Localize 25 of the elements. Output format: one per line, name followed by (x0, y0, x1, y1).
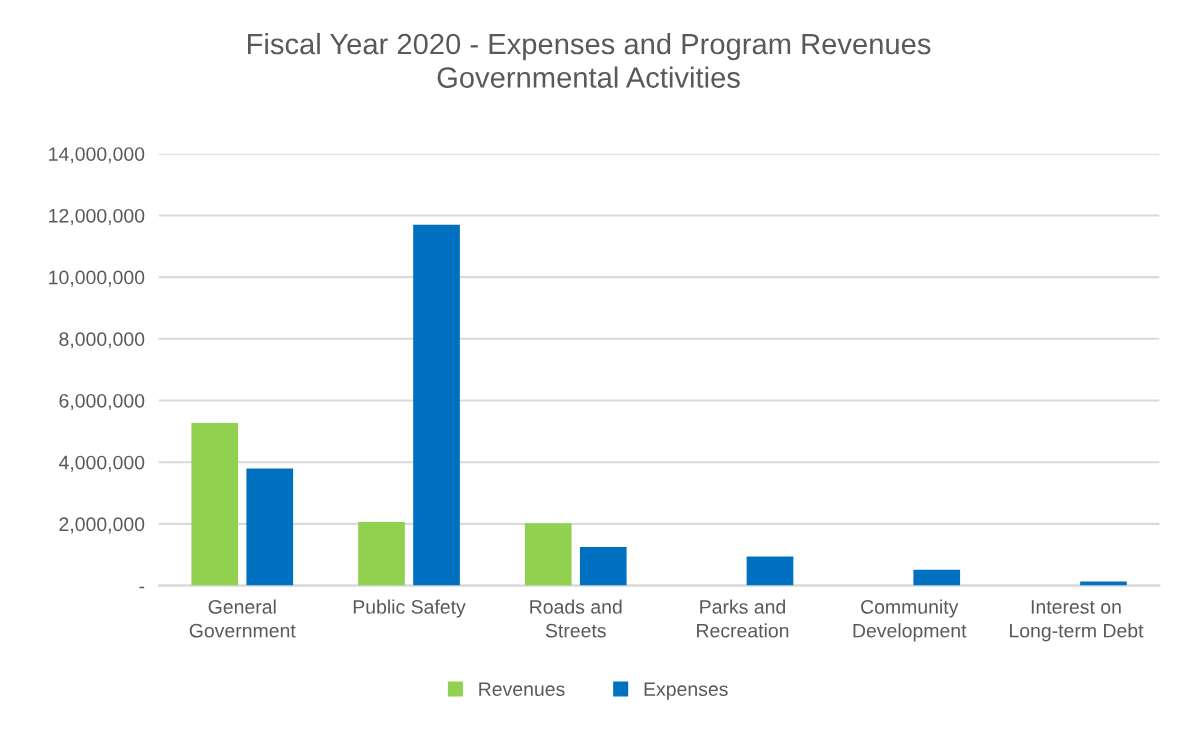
bar (579, 547, 627, 586)
y-tick-label: 12,000,000 (49, 208, 145, 225)
bar (191, 423, 239, 586)
y-tick-label: 4,000,000 (58, 455, 145, 472)
bar (413, 224, 460, 586)
chart-title: Fiscal Year 2020 - Expenses and Program Revenues Governmental Activities (247, 32, 931, 88)
bar (913, 569, 961, 586)
y-tick-label: 2,000,000 (59, 517, 145, 534)
x-tick-label: General Government (189, 599, 296, 638)
legend-label: Expenses (644, 682, 728, 700)
x-tick-label: Parks and Recreation (697, 599, 789, 638)
bar (746, 556, 794, 586)
x-tick-label: Community Development (853, 599, 967, 642)
y-tick-label: 8,000,000 (59, 332, 145, 349)
y-tick-label: 10,000,000 (49, 270, 145, 287)
y-tick-label: 6,000,000 (59, 393, 145, 411)
y-tick-label: - (139, 586, 145, 589)
legend-label: Revenues (479, 682, 565, 697)
x-tick-label: Public Safety (353, 599, 466, 618)
x-tick-label: Roads and Streets (530, 599, 622, 638)
bar (358, 522, 405, 586)
bar (246, 468, 294, 586)
y-tick-label: 14,000,000 (49, 147, 145, 164)
x-tick-label: Interest on Long-term Debt (1010, 600, 1144, 642)
bar (524, 523, 572, 586)
